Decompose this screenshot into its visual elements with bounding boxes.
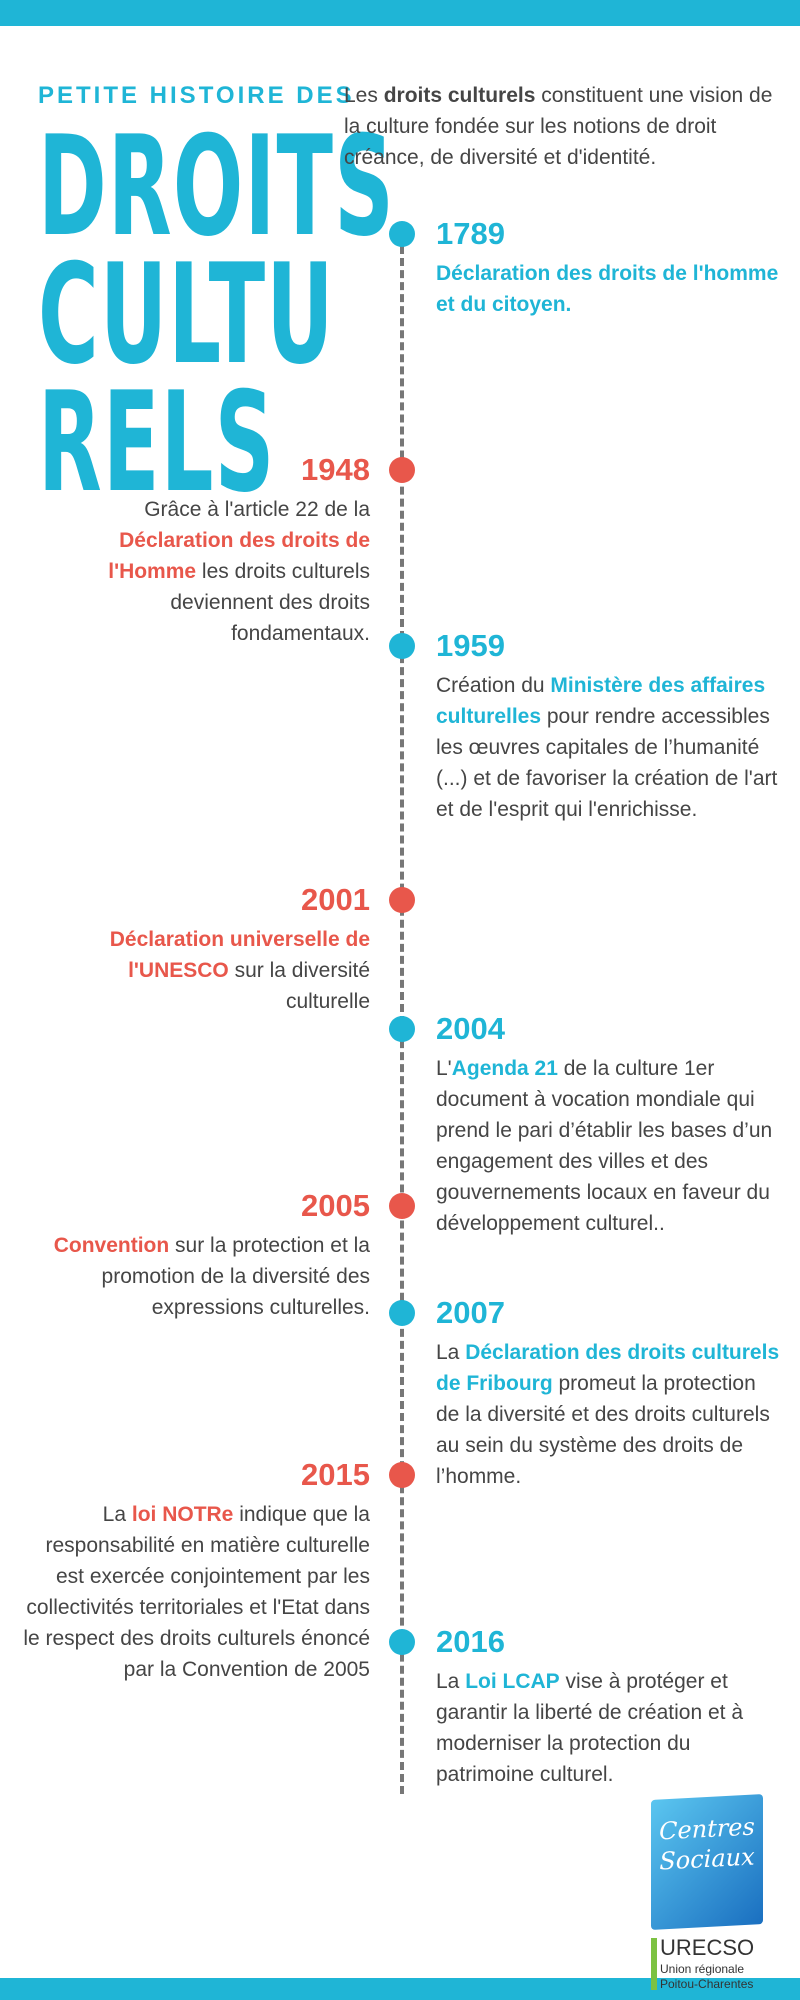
top-bar <box>0 0 800 26</box>
event-description: Grâce à l'article 22 de la Déclaration d… <box>70 494 370 649</box>
event-year: 1948 <box>301 452 370 487</box>
timeline-dot <box>389 1193 415 1219</box>
event-description: Déclaration universelle de l'UNESCO sur … <box>70 924 370 1017</box>
title-line: RELS <box>38 362 276 523</box>
bottom-bar <box>0 1978 800 2000</box>
logo-script: Centres <box>659 1812 755 1846</box>
event-description: L'Agenda 21 de la culture 1er document à… <box>436 1053 786 1239</box>
event-year: 2004 <box>436 1011 505 1046</box>
text-run: Les <box>344 84 384 107</box>
event-description: Déclaration des droits de l'homme et du … <box>436 258 796 320</box>
text-run: de la culture 1er document à vocation mo… <box>436 1057 773 1235</box>
timeline-dot <box>389 221 415 247</box>
event-description: La Déclaration des droits culturels de F… <box>436 1337 781 1492</box>
text-run: La <box>436 1670 466 1693</box>
event-year: 2007 <box>436 1295 505 1330</box>
text-run: La <box>436 1341 466 1364</box>
kicker: PETITE HISTOIRE DES <box>38 82 355 109</box>
logo-accent <box>651 1938 657 1990</box>
text-run: Création du <box>436 674 551 697</box>
emphasis: Déclaration universelle de l'UNESCO <box>109 928 370 982</box>
text-run: pour rendre accessibles les œuvres capit… <box>436 705 778 821</box>
timeline-dot <box>389 633 415 659</box>
emphasis: Déclaration des droits de l'Homme <box>108 529 370 583</box>
event-year: 2016 <box>436 1624 505 1659</box>
timeline-axis <box>400 234 404 1794</box>
text-run: sur la protection et la promotion de la … <box>101 1234 370 1319</box>
event-description: La loi NOTRe indique que la responsabili… <box>13 1499 370 1685</box>
emphasis: Déclaration des droits culturels de Frib… <box>436 1341 780 1395</box>
timeline-dot <box>389 1629 415 1655</box>
title-line: DROITS <box>38 106 395 267</box>
logo-name: URECSO <box>660 1935 755 1960</box>
event-year: 2015 <box>301 1457 370 1492</box>
text-run: Grâce à l'article 22 de la <box>144 498 370 521</box>
event-description: Convention sur la protection et la promo… <box>13 1230 370 1323</box>
text-run: indique que la responsabilité en matière… <box>23 1503 370 1681</box>
emphasis: loi NOTRe <box>131 1503 234 1526</box>
emphasis: droits culturels <box>383 84 536 107</box>
timeline-dot <box>389 1462 415 1488</box>
event-description: La Loi LCAP vise à protéger et garantir … <box>436 1666 781 1790</box>
logo-subtitle: Poitou-Charentes <box>660 1977 754 1991</box>
text-run: L' <box>436 1057 452 1080</box>
timeline-dot <box>389 1300 415 1326</box>
event-year: 2005 <box>301 1188 370 1223</box>
text-run: constituent une vision de la culture fon… <box>344 84 773 169</box>
text-run: les droits culturels deviennent des droi… <box>170 560 370 645</box>
title-line: CULTU <box>38 234 335 395</box>
emphasis: Convention <box>53 1234 170 1257</box>
logo-subtitle: Union régionale <box>660 1962 745 1976</box>
logo: Centres Sociaux <box>651 1794 763 1930</box>
text-run: vise à protéger et garantir la liberté d… <box>436 1670 744 1786</box>
emphasis: Loi LCAP <box>465 1670 560 1693</box>
emphasis: Agenda 21 <box>451 1057 558 1080</box>
timeline-dot <box>389 457 415 483</box>
emphasis: Déclaration des droits de l'homme et du … <box>436 262 779 316</box>
text-run: sur la diversité culturelle <box>228 959 370 1013</box>
emphasis: Ministère des affaires culturelles <box>436 674 766 728</box>
text-run: promeut la protection de la diversité et… <box>436 1372 770 1488</box>
timeline-dot <box>389 887 415 913</box>
intro: Les droits culturels constituent une vis… <box>344 80 784 173</box>
timeline-dot <box>389 1016 415 1042</box>
logo-script: Sociaux <box>659 1842 755 1876</box>
event-year: 1789 <box>436 216 505 251</box>
text-run: La <box>102 1503 132 1526</box>
event-year: 2001 <box>301 882 370 917</box>
event-description: Création du Ministère des affaires cultu… <box>436 670 786 825</box>
event-year: 1959 <box>436 628 505 663</box>
